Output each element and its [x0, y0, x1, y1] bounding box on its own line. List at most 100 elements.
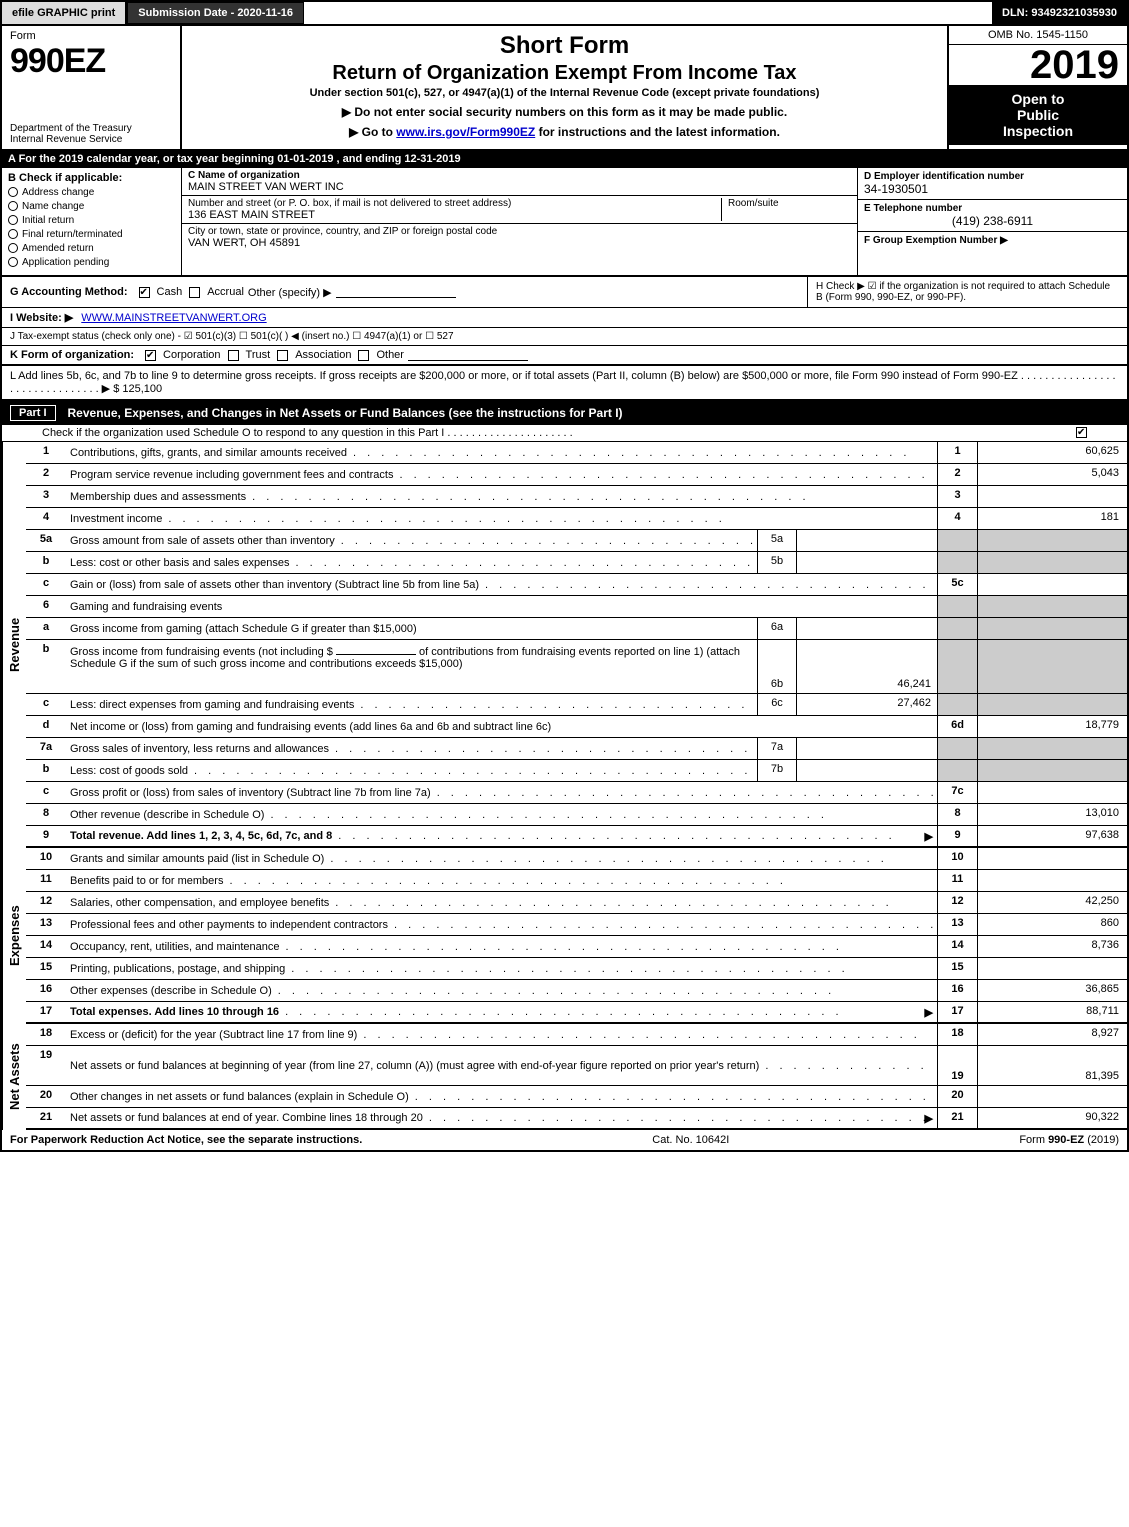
r10-amt — [977, 848, 1127, 869]
chk-final-return[interactable]: Final return/terminated — [8, 229, 175, 240]
addr-label: Number and street (or P. O. box, if mail… — [188, 198, 721, 209]
chk-name-change[interactable]: Name change — [8, 201, 175, 212]
r3-amt — [977, 486, 1127, 507]
r12-ln: 12 — [937, 892, 977, 913]
r10-desc: Grants and similar amounts paid (list in… — [70, 853, 324, 865]
line-h: H Check ▶ ☑ if the organization is not r… — [807, 277, 1127, 307]
row-20: 20Other changes in net assets or fund ba… — [26, 1086, 1127, 1108]
dots-icon: . . . . . . . . . . . . . . . . . . . . … — [415, 1091, 933, 1103]
r16-ln: 16 — [937, 980, 977, 1001]
r7c-ln: 7c — [937, 782, 977, 803]
chk-association[interactable] — [277, 350, 288, 361]
row-15: 15Printing, publications, postage, and s… — [26, 958, 1127, 980]
line-g: G Accounting Method: Cash Accrual Other … — [2, 277, 807, 307]
r15-amt — [977, 958, 1127, 979]
r7a-ln-grey — [937, 738, 977, 759]
chk-label-amended: Amended return — [22, 243, 94, 254]
dots-icon: . . . . . . . . . . . . . . . . . . . . … — [335, 743, 753, 755]
r1-desc: Contributions, gifts, grants, and simila… — [70, 447, 347, 459]
part-1-header: Part I Revenue, Expenses, and Changes in… — [2, 401, 1127, 425]
r21-desc: Net assets or fund balances at end of ye… — [70, 1112, 423, 1124]
city-label: City or town, state or province, country… — [188, 226, 497, 237]
k-other-input[interactable] — [408, 349, 528, 361]
line-g-h: G Accounting Method: Cash Accrual Other … — [2, 277, 1127, 308]
r7a-iv — [797, 738, 937, 759]
chk-other[interactable] — [358, 350, 369, 361]
irs-link[interactable]: www.irs.gov/Form990EZ — [396, 125, 535, 139]
dots-icon: . . . . . . . . . . . . . . . . . . . . … — [330, 853, 933, 865]
chk-trust[interactable] — [228, 350, 239, 361]
ein-value: 34-1930501 — [864, 182, 1121, 196]
expenses-vlabel: Expenses — [2, 848, 26, 1024]
r5a-iv — [797, 530, 937, 551]
ein-label: D Employer identification number — [864, 171, 1121, 182]
row-7a: 7aGross sales of inventory, less returns… — [26, 738, 1127, 760]
r21-num: 21 — [26, 1108, 66, 1128]
r6a-iv — [797, 618, 937, 639]
r6b-blank[interactable] — [336, 643, 416, 655]
r6-num: 6 — [26, 596, 66, 617]
chk-application-pending[interactable]: Application pending — [8, 257, 175, 268]
chk-amended-return[interactable]: Amended return — [8, 243, 175, 254]
department-label: Department of the Treasury Internal Reve… — [10, 123, 172, 145]
chk-accrual[interactable] — [189, 287, 200, 298]
r5b-iv — [797, 552, 937, 573]
g-other-input[interactable] — [336, 286, 456, 298]
r6c-num: c — [26, 694, 66, 715]
row-14: 14Occupancy, rent, utilities, and mainte… — [26, 936, 1127, 958]
row-6c: cLess: direct expenses from gaming and f… — [26, 694, 1127, 716]
chk-initial-return[interactable]: Initial return — [8, 215, 175, 226]
dots-icon: . . . . . . . . . . . . . . . . . . . . … — [363, 1029, 933, 1041]
r7b-in: 7b — [757, 760, 797, 781]
dots-icon: . . . . . . . . . . . . . . . . . . . . … — [285, 1006, 924, 1018]
r6d-num: d — [26, 716, 66, 737]
r11-num: 11 — [26, 870, 66, 891]
r4-desc: Investment income — [70, 513, 162, 525]
r21-amt: 90,322 — [977, 1108, 1127, 1128]
line-i: I Website: ▶ WWW.MAINSTREETVANWERT.ORG — [2, 308, 1127, 328]
title-return: Return of Organization Exempt From Incom… — [190, 62, 939, 85]
row-17: 17Total expenses. Add lines 10 through 1… — [26, 1002, 1127, 1024]
org-city: VAN WERT, OH 45891 — [188, 237, 497, 249]
row-13: 13Professional fees and other payments t… — [26, 914, 1127, 936]
part-1-title: Revenue, Expenses, and Changes in Net As… — [68, 406, 623, 420]
row-6a: a Gross income from gaming (attach Schedu… — [26, 618, 1127, 640]
r7c-num: c — [26, 782, 66, 803]
r6a-num: a — [26, 618, 66, 639]
r5c-ln: 5c — [937, 574, 977, 595]
form-page: efile GRAPHIC print Submission Date - 20… — [0, 0, 1129, 1152]
schedule-o-checkbox[interactable] — [1076, 427, 1087, 438]
chk-cash[interactable] — [139, 287, 150, 298]
phone-row: E Telephone number (419) 238-6911 — [858, 200, 1127, 232]
r5b-num: b — [26, 552, 66, 573]
r13-amt: 860 — [977, 914, 1127, 935]
header-left: Form 990EZ Department of the Treasury In… — [2, 26, 182, 149]
chk-corporation[interactable] — [145, 350, 156, 361]
efile-print-button[interactable]: efile GRAPHIC print — [2, 2, 127, 24]
r14-ln: 14 — [937, 936, 977, 957]
r7b-iv — [797, 760, 937, 781]
chk-address-change[interactable]: Address change — [8, 187, 175, 198]
form-word: Form — [10, 30, 172, 42]
r6a-amt-grey — [977, 618, 1127, 639]
r6a-desc: Gross income from gaming (attach Schedul… — [70, 623, 417, 635]
row-10: 10Grants and similar amounts paid (list … — [26, 848, 1127, 870]
r15-desc: Printing, publications, postage, and shi… — [70, 963, 285, 975]
r12-num: 12 — [26, 892, 66, 913]
r6-amt-grey — [977, 596, 1127, 617]
arrow-icon: ▶ — [925, 1112, 933, 1125]
header-right: OMB No. 1545-1150 2019 Open to Public In… — [947, 26, 1127, 149]
dots-icon: . . . . . . . . . . . . . . . . . . . . … — [429, 1112, 925, 1124]
dln-badge: DLN: 93492321035930 — [992, 2, 1127, 24]
goto-line: ▶ Go to www.irs.gov/Form990EZ for instru… — [190, 125, 939, 139]
dots-icon: . . . . . . . . . . . . . . . . . . . . … — [194, 765, 753, 777]
r7b-amt-grey — [977, 760, 1127, 781]
r8-num: 8 — [26, 804, 66, 825]
inspect-l1: Open to — [1012, 91, 1065, 107]
k-label: K Form of organization: — [10, 349, 134, 361]
k-corp: Corporation — [163, 349, 220, 361]
website-link[interactable]: WWW.MAINSTREETVANWERT.ORG — [81, 312, 266, 324]
dots-icon: . . . . . . . . . . . . . . . . . . . . … — [229, 875, 933, 887]
org-address-row: Number and street (or P. O. box, if mail… — [182, 196, 857, 224]
r2-ln: 2 — [937, 464, 977, 485]
